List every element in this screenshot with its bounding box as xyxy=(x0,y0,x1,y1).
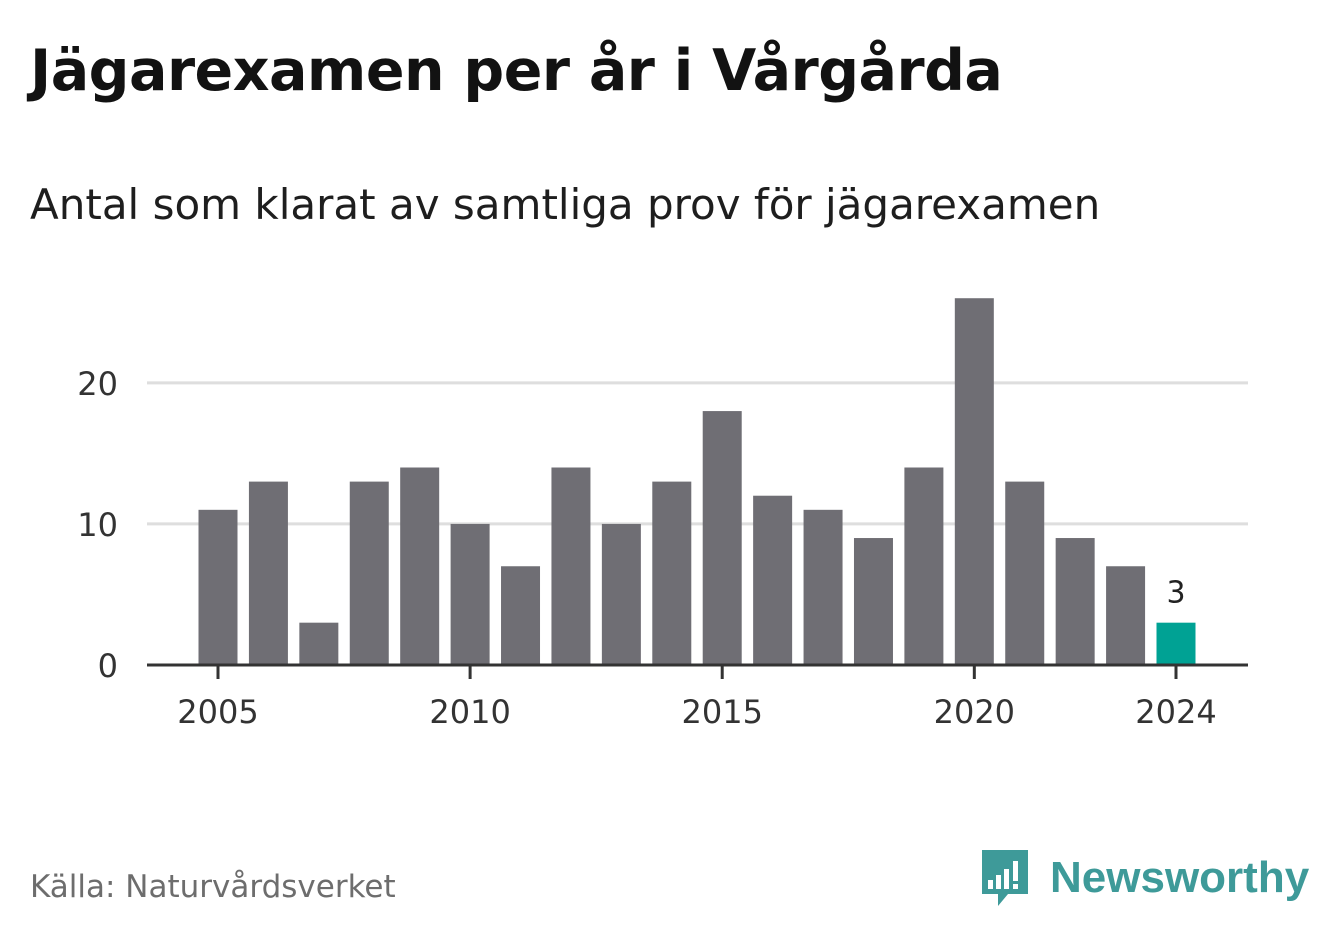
brand-logo: Newsworthy xyxy=(980,848,1309,908)
y-tick-label-10: 10 xyxy=(77,506,118,544)
grid-layer xyxy=(147,381,1248,526)
bar-2010 xyxy=(450,523,490,665)
y-tick-label-20: 20 xyxy=(77,365,118,403)
bar-2012 xyxy=(551,467,591,665)
brand-name: Newsworthy xyxy=(1050,853,1310,902)
bar-2005 xyxy=(198,509,238,665)
y-tick-label-0: 0 xyxy=(98,647,118,685)
bar-2019 xyxy=(904,467,944,665)
data-label-2024: 3 xyxy=(1166,576,1185,611)
x-tick-label-2015: 2015 xyxy=(681,693,762,731)
bar-2014 xyxy=(652,481,692,665)
bar-2024 xyxy=(1156,622,1196,665)
bar-2006 xyxy=(248,481,288,665)
bar-2021 xyxy=(1005,481,1045,665)
x-tick-label-2005: 2005 xyxy=(177,693,258,731)
bar-2011 xyxy=(501,566,541,665)
bar-2015 xyxy=(702,411,742,665)
x-tick-label-2024: 2024 xyxy=(1135,693,1216,731)
chart-title: Jägarexamen per år i Vårgårda xyxy=(30,38,1003,104)
x-tick-label-2010: 2010 xyxy=(429,693,510,731)
bar-2016 xyxy=(753,495,793,665)
bar-2022 xyxy=(1055,538,1095,665)
bar-2017 xyxy=(803,509,843,665)
x-tick-label-2020: 2020 xyxy=(934,693,1015,731)
bar-chart-speech-bubble-icon xyxy=(982,850,1028,906)
bar-2007 xyxy=(299,622,339,665)
bar-2013 xyxy=(601,523,641,665)
bar-2018 xyxy=(853,538,893,665)
bar-2020 xyxy=(954,298,994,665)
bar-2008 xyxy=(349,481,389,665)
bar-2023 xyxy=(1106,566,1146,665)
bar-layer: 3 xyxy=(198,298,1196,665)
chart-subtitle: Antal som klarat av samtliga prov för jä… xyxy=(30,180,1101,229)
source-note: Källa: Naturvårdsverket xyxy=(30,869,396,905)
bar-2009 xyxy=(400,467,440,665)
axis-layer: 0 10 20 2005 2010 2015 2020 2024 xyxy=(77,365,1248,731)
